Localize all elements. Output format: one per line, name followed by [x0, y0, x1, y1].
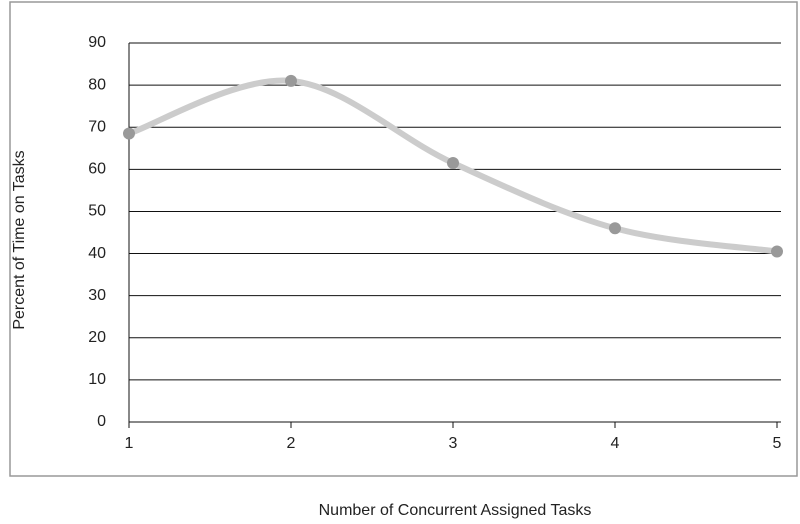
x-tick-label: 1 [125, 435, 134, 452]
point [123, 127, 135, 140]
y-tick-label: 20 [88, 329, 106, 346]
y-tick-label: 70 [88, 118, 106, 135]
y-tick-label: 30 [88, 287, 106, 304]
chart-frame [9, 1, 798, 477]
y-tick-label: 60 [88, 161, 106, 178]
point [285, 74, 297, 87]
x-tick-label: 4 [611, 435, 620, 452]
point [447, 157, 459, 170]
y-tick-label: 10 [88, 371, 106, 388]
y-tick-label: 90 [88, 34, 106, 51]
point [771, 245, 783, 258]
x-tick-label: 5 [773, 435, 782, 452]
y-axis-label: Percent of Time on Tasks [11, 150, 28, 329]
x-tick-label: 2 [287, 435, 296, 452]
x-tick-label: 3 [449, 435, 458, 452]
y-tick-label: 0 [97, 413, 106, 430]
y-tick-label: 50 [88, 203, 106, 220]
x-axis-label: Number of Concurrent Assigned Tasks [319, 502, 592, 519]
y-tick-label: 80 [88, 76, 106, 93]
y-tick-label: 40 [88, 245, 106, 262]
point [609, 222, 621, 235]
